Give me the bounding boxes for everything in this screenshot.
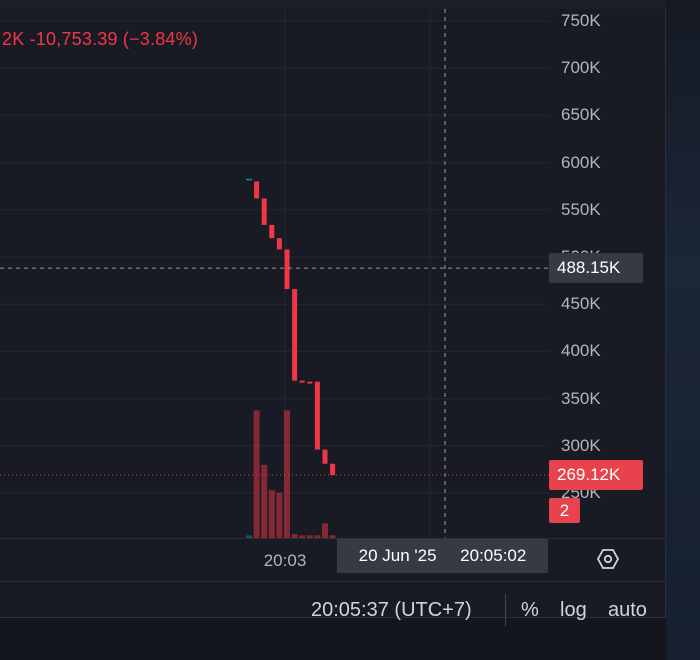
toolbar-divider [505, 594, 506, 626]
candle [322, 449, 328, 464]
candle [261, 198, 267, 225]
candle [330, 463, 336, 476]
axis-settings-corner [549, 538, 665, 582]
volume-bar [329, 535, 336, 538]
volume-bar [291, 534, 298, 538]
candle [284, 249, 290, 290]
price-tick-label: 450K [561, 294, 601, 314]
volume-bar [314, 535, 321, 538]
candle [307, 381, 313, 384]
time-tick-label: 20:03 [263, 551, 307, 570]
volume-bars [246, 410, 336, 538]
candle [299, 380, 305, 383]
volume-bar [306, 535, 313, 538]
crosshair-lines [0, 9, 549, 538]
crosshair-date: 20 Jun '25 [358, 546, 437, 565]
candle [292, 289, 298, 381]
legend-change-text: 2K -10,753.39 (−3.84%) [2, 29, 199, 49]
volume-bar [246, 535, 252, 538]
candle [276, 238, 282, 250]
settings-hexagon-icon[interactable] [596, 547, 620, 571]
volume-bar [261, 464, 268, 538]
bottom-toolbar: 20:05:37 (UTC+7) % log auto [0, 581, 665, 626]
price-tick-label: 650K [561, 105, 601, 125]
volume-bar [253, 410, 260, 538]
window-edge [666, 0, 700, 660]
candle [254, 181, 260, 199]
crosshair-price-label: 488.15K [549, 253, 643, 284]
crosshair-time: 20:05:02 [460, 546, 527, 565]
candles [246, 178, 336, 476]
crosshair-time-label: 20 Jun '25 20:05:02 [337, 539, 548, 573]
volume-bar [322, 523, 328, 538]
price-axis[interactable]: 750K700K650K600K550K500K450K400K350K300K… [549, 9, 665, 538]
price-tick-label: 400K [561, 341, 601, 361]
percent-scale-button[interactable]: % [521, 599, 539, 621]
price-tick-label: 700K [561, 58, 601, 78]
countdown-badge: 2 [549, 497, 580, 523]
volume-bar [276, 492, 283, 538]
candle [314, 381, 320, 450]
volume-bar [299, 535, 306, 538]
price-tick-label: 550K [561, 199, 601, 219]
log-scale-button[interactable]: log [560, 599, 587, 621]
chart-svg [0, 9, 549, 538]
time-axis[interactable]: 20:03 20 Jun '25 20:05:02 [0, 538, 549, 582]
price-tick-label: 750K [561, 11, 601, 30]
timezone-clock[interactable]: 20:05:37 (UTC+7) [311, 599, 472, 621]
price-tick-label: 600K [561, 152, 601, 172]
grid-lines [0, 9, 549, 538]
price-tick-label: 350K [561, 388, 601, 408]
chart-frame: 2K -10,753.39 (−3.84%) 750K 700K 650K 600K 5… [0, 9, 666, 626]
top-strip [0, 0, 666, 9]
volume-bar [268, 490, 275, 538]
volume-bar [284, 410, 290, 538]
price-tick-label: 300K [561, 435, 601, 455]
candle [269, 224, 275, 239]
chart-plot-area[interactable]: 2K -10,753.39 (−3.84%) [0, 9, 549, 538]
auto-scale-button[interactable]: auto [608, 599, 647, 621]
last-price-label: 269.12K [549, 459, 643, 490]
